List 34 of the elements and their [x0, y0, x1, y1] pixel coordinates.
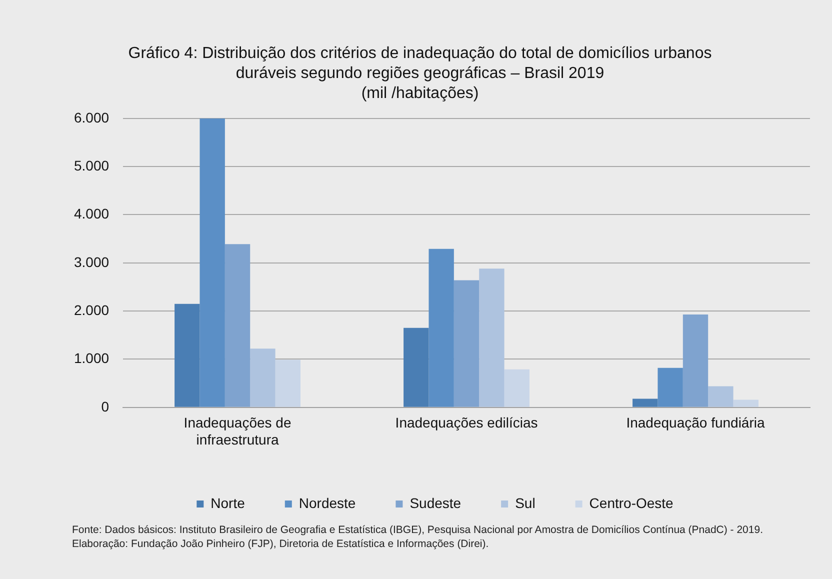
text: Elaboração: Fundação João Pinheiro (FJP), Diretoria de Estatística e Informações (Direi).	[72, 537, 490, 551]
x-tick-label: Inadequações edilícias	[395, 414, 538, 431]
bar	[682, 314, 708, 407]
bar	[275, 360, 300, 407]
bar	[200, 118, 225, 407]
chart-subtitle: (mil /habitações)	[360, 84, 480, 104]
bar	[224, 244, 250, 407]
bar	[428, 248, 454, 407]
y-tick-label: 2.000	[74, 302, 110, 318]
y-tick-label: 5.000	[74, 157, 110, 174]
bar	[404, 328, 429, 407]
bar	[708, 386, 734, 407]
y-tick-label: 0	[101, 398, 110, 414]
bar	[250, 348, 276, 407]
bar	[632, 398, 658, 407]
y-tick-label: 1.000	[74, 350, 110, 366]
source-note: Fonte: Dados básicos: Instituto Brasileiro de Geografia e Estatística (IBGE), Pesquisa Nacional por Amostra de Domicílios Contínua (PnadC) - 2019.	[72, 523, 764, 537]
bar	[504, 369, 530, 407]
legend-label: Sudeste	[410, 494, 462, 511]
bar	[479, 268, 504, 407]
bar	[733, 400, 758, 407]
y-tick-label: 4.000	[74, 206, 110, 222]
x-tick-label: Inadequações de infraestrutura	[184, 414, 292, 448]
legend-label: Nordeste	[298, 494, 356, 511]
legend-label: Sul	[515, 494, 536, 511]
legend-label: Norte	[210, 494, 246, 511]
y-tick-label: 3.000	[74, 254, 110, 270]
bar	[174, 304, 200, 407]
y-tick-label: 6.000	[74, 109, 110, 126]
bar	[658, 368, 683, 407]
legend-label: Centro-Oeste	[589, 494, 674, 511]
chart-title: Gráfico 4: Distribuição dos critérios de inadequação do total de domicílios urbanos duráveis segundo regiões geográficas – Brasil 2019	[127, 44, 713, 84]
x-tick-label: Inadequação fundiária	[626, 414, 765, 431]
bar	[454, 280, 480, 407]
